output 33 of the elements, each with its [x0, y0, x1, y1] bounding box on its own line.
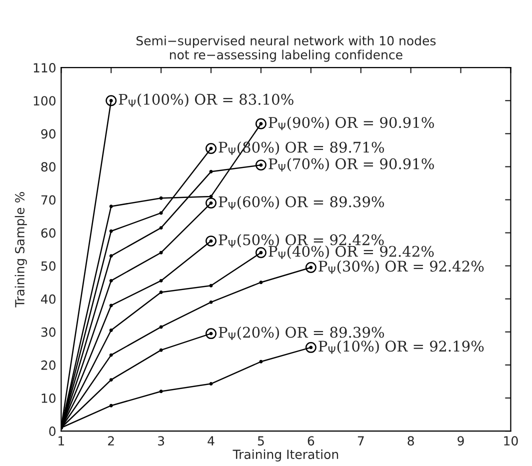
x-tick-label: 7: [358, 436, 364, 446]
y-tick-label: 60: [41, 228, 56, 238]
x-tick-label: 4: [208, 436, 214, 446]
y-tick-label: 90: [41, 129, 56, 139]
annotation: P$_{Ψ}$(90%) OR = 90.91%: [268, 116, 434, 130]
x-tick-label: 3: [158, 436, 164, 446]
y-tick-label: 50: [41, 261, 56, 271]
annotation: P$_{Ψ}$(40%) OR = 92.42%: [268, 246, 434, 260]
y-axis-title: Training Sample %: [14, 192, 27, 308]
y-tick-label: 40: [41, 294, 56, 304]
annotation: P$_{Ψ}$(60%) OR = 89.39%: [218, 196, 384, 210]
y-tick-label: 10: [42, 393, 56, 403]
x-axis-title: Training Iteration: [232, 449, 338, 462]
annotation: P$_{Ψ}$(10%) OR = 92.19%: [318, 340, 484, 354]
y-tick-label: 20: [41, 360, 56, 370]
annotation: P$_{Ψ}$(20%) OR = 89.39%: [218, 326, 384, 340]
annotation: P$_{Ψ}$(30%) OR = 92.42%: [318, 260, 484, 274]
x-tick-label: 5: [258, 436, 264, 446]
x-tick-label: 9: [458, 436, 464, 446]
x-tick-label: 2: [108, 436, 114, 446]
y-tick-label: 80: [41, 162, 56, 172]
annotation: P$_{Ψ}$(70%) OR = 90.91%: [268, 158, 434, 172]
y-tick-label: 30: [41, 327, 56, 337]
annotation: P$_{Ψ}$(100%) OR = 83.10%: [118, 94, 294, 108]
y-tick-label: 70: [41, 195, 56, 205]
y-tick-label: 110: [34, 63, 56, 72]
x-tick-label: 10: [504, 436, 518, 446]
x-tick-label: 6: [308, 436, 314, 446]
chart-title: Semi−supervised neural network with 10 nodes not re−assessing labeling confidence: [136, 36, 436, 62]
y-tick-label: 100: [34, 96, 56, 106]
x-tick-label: 1: [58, 436, 64, 446]
x-tick-label: 8: [408, 436, 414, 446]
y-tick-label: 0: [49, 426, 56, 436]
